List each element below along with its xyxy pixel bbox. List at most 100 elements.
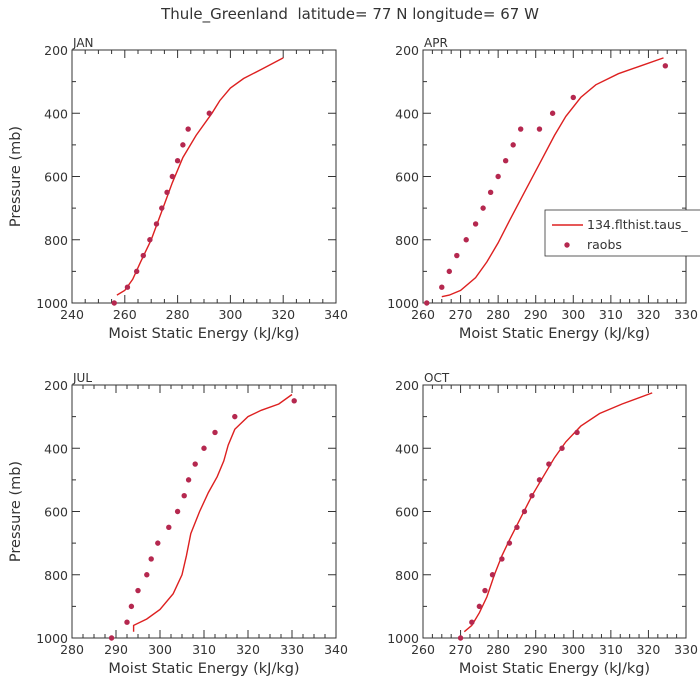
model-profile-line: [116, 57, 284, 296]
raob-point: [185, 477, 192, 483]
x-tick-label: 280: [486, 307, 510, 322]
y-tick-label: 1000: [387, 631, 419, 646]
raob-point: [148, 556, 154, 562]
legend-entry-raobs: raobs: [587, 237, 622, 252]
raob-point: [546, 461, 552, 467]
legend-entry-model: 134.flthist.taus_: [587, 217, 688, 232]
raob-point: [559, 445, 565, 451]
raob-point: [502, 157, 509, 164]
x-tick-label: 310: [192, 642, 216, 657]
y-tick-label: 200: [395, 43, 419, 58]
raob-point: [124, 619, 130, 625]
x-tick-label: 260: [411, 642, 435, 657]
plot-frame: [422, 384, 687, 639]
raob-point: [424, 300, 430, 306]
panel-label: APR: [424, 36, 448, 50]
y-tick-label: 200: [44, 43, 68, 58]
model-profile-line: [441, 57, 664, 298]
y-tick-label: 200: [395, 378, 419, 393]
raob-point: [482, 587, 488, 594]
raob-point: [201, 445, 207, 451]
raob-point: [291, 398, 297, 404]
raob-point: [469, 619, 475, 625]
x-tick-label: 300: [148, 642, 172, 657]
raob-point: [128, 603, 135, 610]
x-tick-label: 330: [674, 642, 698, 657]
raob-point: [446, 268, 452, 275]
y-tick-label: 600: [395, 170, 419, 185]
raob-point: [463, 237, 469, 243]
x-tick-label: 310: [599, 307, 623, 322]
panel-jul: JUL 280 290 300 310 320 330 340 1000 800 600 400 200…: [8, 371, 348, 677]
x-tick-label: 320: [636, 307, 660, 322]
plot-frame: [71, 49, 337, 304]
raob-point: [510, 142, 516, 148]
panel-label: JAN: [72, 36, 94, 50]
y-tick-label: 400: [44, 106, 68, 121]
raob-point: [232, 413, 238, 420]
x-tick-label: 320: [236, 642, 260, 657]
x-axis-label: Moist Static Energy (kJ/kg): [459, 661, 650, 677]
y-tick-label: 1000: [36, 631, 68, 646]
y-tick-label: 600: [44, 505, 68, 520]
raob-point: [133, 268, 140, 275]
raob-point: [457, 635, 464, 641]
x-tick-label: 320: [271, 307, 295, 322]
legend-marker-swatch: [564, 242, 570, 248]
x-tick-label: 260: [411, 307, 435, 322]
raob-point: [529, 492, 535, 499]
panel-label: JUL: [72, 371, 92, 385]
y-tick-label: 600: [44, 170, 68, 185]
raob-point: [472, 221, 479, 227]
raob-point: [144, 572, 150, 578]
raob-point: [454, 252, 460, 259]
raob-point: [662, 63, 669, 69]
raob-point: [153, 221, 160, 227]
raob-point: [549, 110, 556, 116]
x-tick-label: 320: [636, 642, 660, 657]
y-axis-label: Pressure (mb): [8, 461, 24, 562]
raob-point: [174, 508, 181, 515]
raob-point: [495, 173, 501, 180]
x-tick-label: 300: [561, 642, 585, 657]
raob-point: [185, 126, 191, 132]
raob-point: [499, 556, 505, 562]
x-tick-label: 330: [280, 642, 304, 657]
figure-title: Thule_Greenland latitude= 77 N longitude…: [160, 5, 539, 24]
raob-point: [180, 142, 186, 148]
raob-point: [489, 572, 496, 578]
raob-point: [521, 508, 528, 515]
raob-point: [147, 237, 153, 243]
panel-oct: OCT 260 270 280 290 300 310 320 330 1000 800 600 400…: [387, 371, 698, 677]
y-tick-label: 200: [44, 378, 68, 393]
x-tick-label: 340: [324, 307, 348, 322]
raob-point: [166, 524, 172, 531]
raob-point: [181, 492, 187, 499]
raob-point: [517, 126, 524, 132]
x-tick-label: 330: [674, 307, 698, 322]
raob-point: [206, 110, 212, 116]
raob-point: [487, 189, 494, 196]
x-tick-label: 260: [113, 307, 137, 322]
raob-point: [514, 524, 520, 531]
x-tick-label: 280: [60, 642, 84, 657]
raob-point: [192, 461, 198, 467]
x-axis-label: Moist Static Energy (kJ/kg): [108, 661, 299, 677]
y-axis-label: Pressure (mb): [8, 126, 24, 227]
y-tick-label: 800: [44, 233, 68, 248]
raob-point: [212, 429, 218, 436]
raob-point: [476, 603, 483, 610]
panel-label: OCT: [424, 371, 450, 385]
raob-point: [574, 429, 580, 436]
y-tick-label: 1000: [387, 296, 419, 311]
panel-apr: APR 260 270 280 290 300 310 320 330 1000 800 600 400…: [387, 36, 698, 342]
x-tick-label: 300: [218, 307, 242, 322]
raob-point: [536, 126, 543, 132]
raob-point: [480, 205, 486, 211]
y-tick-label: 400: [44, 441, 68, 456]
x-tick-label: 290: [524, 307, 548, 322]
raob-point: [169, 173, 176, 180]
x-tick-label: 310: [599, 642, 623, 657]
raob-point: [108, 635, 115, 641]
